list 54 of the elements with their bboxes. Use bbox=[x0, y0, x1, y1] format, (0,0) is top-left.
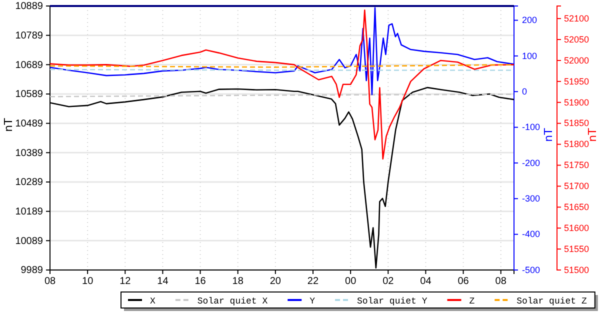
x-tick-label: 02 bbox=[382, 276, 394, 288]
legend-label: Solar quiet X bbox=[197, 296, 268, 306]
y3-tick-label: 51600 bbox=[564, 222, 590, 233]
y3-tick-label: 51700 bbox=[564, 181, 590, 192]
y3-tick-label: 51800 bbox=[564, 139, 590, 150]
y2-tick-label: -100 bbox=[522, 122, 540, 132]
x-tick-label: 18 bbox=[232, 276, 244, 288]
x-tick-label: 08 bbox=[44, 276, 56, 288]
y-tick-label: 10389 bbox=[15, 148, 44, 159]
y3-tick-label: 51650 bbox=[564, 202, 590, 212]
x-tick-label: 08 bbox=[495, 276, 507, 288]
y-tick-label: 10789 bbox=[15, 30, 44, 42]
y3-tick-label: 52000 bbox=[564, 55, 590, 66]
y-tick-label: 9989 bbox=[20, 265, 44, 276]
y-axis-title: nT bbox=[2, 118, 15, 132]
y2-tick-label: -200 bbox=[522, 158, 540, 168]
legend-label: Solar quiet Y bbox=[357, 296, 428, 306]
y2-tick-label: -400 bbox=[522, 229, 540, 240]
y-tick-label: 10089 bbox=[15, 236, 44, 247]
y-tick-label: 10689 bbox=[15, 60, 44, 71]
y2-tick-label: -300 bbox=[522, 194, 540, 204]
legend-label: X bbox=[150, 296, 156, 306]
y-tick-label: 10189 bbox=[15, 206, 44, 218]
y3-tick-label: 51900 bbox=[564, 97, 590, 108]
y-tick-label: 10289 bbox=[15, 177, 44, 188]
y-tick-label: 10489 bbox=[15, 118, 44, 130]
legend-label: Z bbox=[469, 296, 476, 306]
y3-tick-label: 51950 bbox=[564, 76, 590, 86]
y3-tick-label: 51500 bbox=[564, 264, 590, 275]
x-tick-label: 12 bbox=[120, 276, 132, 288]
y2-tick-label: 0 bbox=[522, 86, 528, 96]
y2-tick-label: -500 bbox=[522, 264, 540, 275]
legend-label: Y bbox=[310, 296, 316, 306]
y3-axis-title: nT bbox=[586, 128, 599, 142]
y3-tick-label: 52050 bbox=[564, 34, 590, 44]
y2-tick-label: 200 bbox=[522, 15, 538, 26]
y-tick-label: 10589 bbox=[15, 89, 44, 100]
y2-tick-label: 100 bbox=[522, 50, 538, 61]
y2-axis-title: nT bbox=[542, 128, 555, 142]
y3-tick-label: 51750 bbox=[564, 160, 590, 170]
x-tick-label: 00 bbox=[345, 276, 357, 288]
y3-tick-label: 51850 bbox=[564, 118, 590, 128]
y3-tick-label: 51550 bbox=[564, 244, 590, 254]
x-tick-label: 20 bbox=[270, 276, 282, 288]
y3-tick-label: 52100 bbox=[564, 13, 590, 24]
x-tick-label: 22 bbox=[307, 276, 319, 288]
x-tick-label: 06 bbox=[458, 276, 470, 288]
x-tick-label: 14 bbox=[157, 276, 169, 288]
legend-label: Solar quiet Z bbox=[516, 296, 588, 306]
line-series bbox=[49, 10, 515, 160]
x-tick-label: 04 bbox=[420, 276, 432, 288]
x-tick-label: 16 bbox=[194, 276, 206, 288]
y-tick-label: 10889 bbox=[15, 1, 44, 12]
x-tick-label: 10 bbox=[82, 276, 94, 288]
